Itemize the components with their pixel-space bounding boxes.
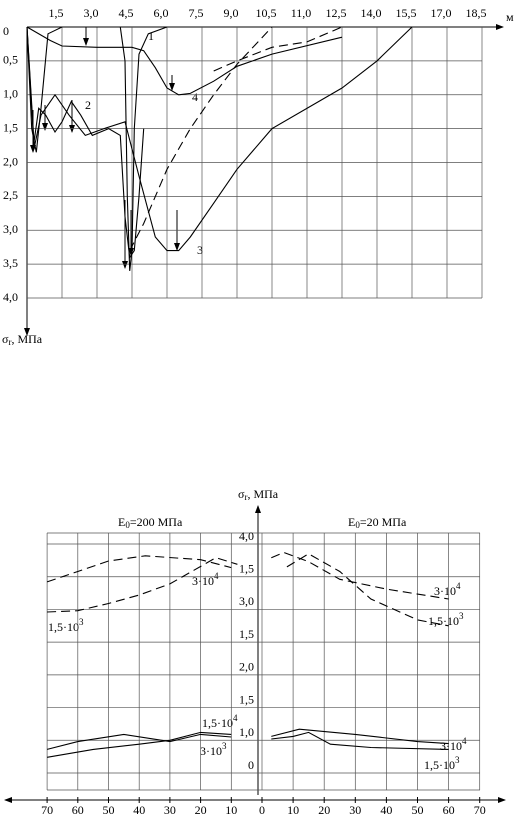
- y-tick-label: 1,5: [239, 561, 254, 575]
- x-tick-label: 10: [225, 803, 237, 817]
- x-tick-label: 60: [72, 803, 84, 817]
- curve: [47, 731, 232, 758]
- y-tick-label: 0: [3, 24, 9, 38]
- x-tick-label: 12,5: [326, 6, 347, 20]
- y-tick-label: 4,0: [3, 290, 18, 304]
- arrows: [30, 27, 180, 269]
- curve: [26, 26, 413, 252]
- curve: [271, 728, 449, 745]
- x-tick-label: 70: [474, 803, 486, 817]
- y-axis-label: σr, МПа: [238, 487, 279, 502]
- curve: [213, 26, 343, 72]
- x-tick-label: 7,5: [189, 6, 204, 20]
- y-tick-label: 3,0: [239, 594, 254, 608]
- x-tick-label: 50: [103, 803, 115, 817]
- x-tick-label: 30: [349, 803, 361, 817]
- y-tick-label: 3,5: [3, 256, 18, 270]
- x-tick-label: 6,0: [154, 6, 169, 20]
- x-tick-label: 1,5: [49, 6, 64, 20]
- curve-label: 1,5·103: [428, 611, 464, 628]
- y-tick-label: 1,0: [3, 87, 18, 101]
- curve-label: 4: [192, 90, 198, 104]
- y-tick-label: 0: [248, 758, 254, 772]
- x-tick-label: 14,0: [361, 6, 382, 20]
- curve-label: 3: [197, 243, 203, 257]
- x-tick-label: 20: [318, 803, 330, 817]
- curve: [129, 26, 273, 251]
- x-tick-label: 3,0: [84, 6, 99, 20]
- y-tick-label: 2,0: [3, 154, 18, 168]
- curve: [271, 551, 449, 600]
- x-tick-label: 10: [287, 803, 299, 817]
- x-tick-label: 17,0: [431, 6, 452, 20]
- curve: [271, 731, 449, 750]
- y-axis-label: σr, МПа: [2, 332, 43, 347]
- curve-label: 3·103: [200, 741, 227, 758]
- y-tick-label: 1,5: [3, 120, 18, 134]
- panel-title: E0=200 МПа: [118, 515, 183, 530]
- x-tick-label: 18,5: [466, 6, 487, 20]
- curve-label: 3·104: [192, 571, 219, 588]
- curve: [26, 26, 343, 96]
- x-tick-label: 15,5: [396, 6, 417, 20]
- x-tick-label: 0: [259, 803, 265, 817]
- axes-1: м σr, МПа 1 2 3 4: [2, 10, 514, 347]
- x-tick-label: 30: [164, 803, 176, 817]
- y-tick-label: 4,0: [239, 529, 254, 543]
- axes-2: σr, МПа E0=200 МПа E0=20 МПа 3·104 1,5·1…: [4, 487, 506, 803]
- x-tick-label: 40: [380, 803, 392, 817]
- curve-label: 2: [85, 98, 91, 112]
- curve: [47, 557, 238, 613]
- curve-label: 3·104: [434, 581, 461, 598]
- curve-label: 1,5·104: [202, 713, 238, 730]
- x-unit: м: [506, 10, 514, 24]
- y-tick-label: 1,0: [239, 725, 254, 739]
- x-tick-label: 50: [412, 803, 424, 817]
- x-tick-label: 20: [195, 803, 207, 817]
- x-tick-label: 9,0: [224, 6, 239, 20]
- curve: [46, 733, 232, 750]
- curve: [46, 555, 232, 583]
- curve: [286, 553, 449, 627]
- curve: [26, 26, 145, 259]
- curve-label: 3·104: [440, 736, 467, 753]
- curve-label: 1: [148, 29, 154, 43]
- curve-label: 1,5·103: [48, 617, 84, 634]
- y-tick-label: 1,5: [239, 627, 254, 641]
- x-tick-label: 11,0: [291, 6, 312, 20]
- x-tick-label: 4,5: [119, 6, 134, 20]
- x-tick-label: 40: [133, 803, 145, 817]
- panel-title: E0=20 МПа: [348, 515, 407, 530]
- curve: [26, 26, 168, 271]
- y-tick-label: 2,0: [239, 660, 254, 674]
- y-tick-label: 3,0: [3, 222, 18, 236]
- x-tick-label: 70: [41, 803, 53, 817]
- y-tick-label: 1,5: [239, 692, 254, 706]
- curve-label: 1,5·103: [424, 755, 460, 772]
- y-tick-label: 0,5: [3, 53, 18, 67]
- x-tick-label: 60: [443, 803, 455, 817]
- y-tick-label: 2,5: [3, 188, 18, 202]
- x-tick-label: 10,5: [256, 6, 277, 20]
